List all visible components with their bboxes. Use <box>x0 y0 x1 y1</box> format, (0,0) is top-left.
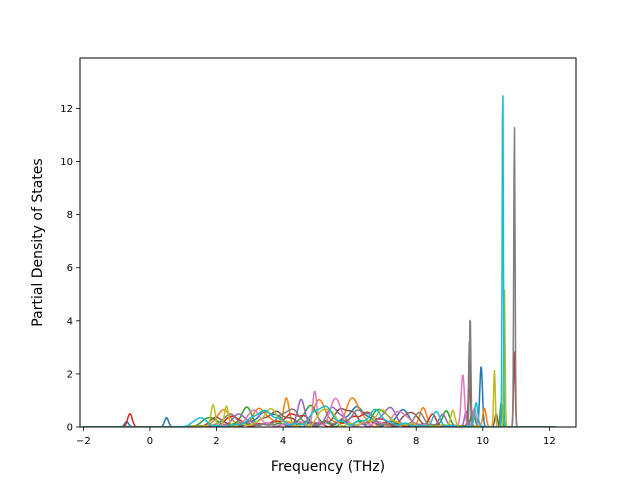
plot-frame <box>79 57 577 428</box>
y-tick-label: 8 <box>67 210 73 221</box>
x-axis-ticks: −2 0 2 4 6 8 10 12 <box>76 427 556 447</box>
y-tick-label: 6 <box>67 263 73 274</box>
y-axis-ticks: 0 2 4 6 8 10 12 <box>60 104 80 434</box>
series-line <box>83 374 557 427</box>
series-line <box>83 95 557 427</box>
series-line <box>83 402 557 427</box>
y-axis-label: Partial Density of States <box>30 158 46 326</box>
x-tick-label: 6 <box>346 436 352 447</box>
x-tick-label: 8 <box>413 436 419 447</box>
series-line <box>83 289 557 427</box>
x-tick-label: 2 <box>213 436 219 447</box>
y-tick-label: 10 <box>60 157 73 168</box>
x-tick-label: 0 <box>147 436 153 447</box>
x-tick-label: 4 <box>280 436 286 447</box>
x-axis-label: Frequency (THz) <box>271 459 385 475</box>
y-tick-label: 12 <box>60 104 73 115</box>
y-tick-label: 4 <box>67 316 73 327</box>
x-tick-label: 10 <box>476 436 489 447</box>
x-tick-label: 12 <box>543 436 556 447</box>
y-tick-label: 2 <box>67 369 73 380</box>
y-tick-label: 0 <box>67 423 73 434</box>
plot-background <box>80 58 576 427</box>
x-tick-label: −2 <box>76 436 91 447</box>
